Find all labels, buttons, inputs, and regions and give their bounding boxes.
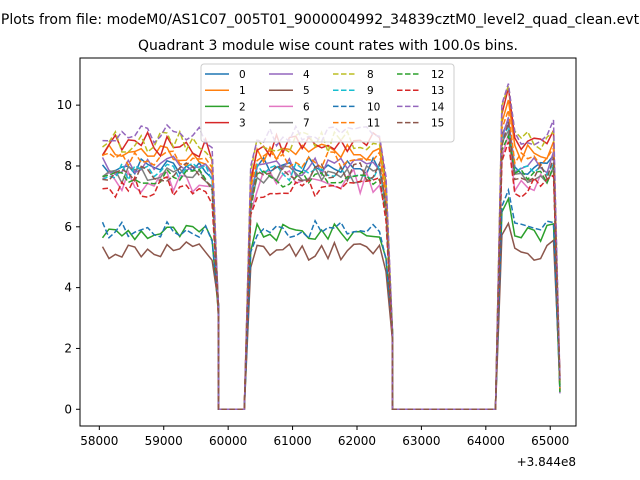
y-tick-label: 2 [64,341,72,355]
chart-title: Quadrant 3 module wise count rates with … [138,38,518,54]
legend-label-7: 7 [303,118,310,130]
series-line-10 [101,187,561,411]
x-tick-label: 61000 [273,434,311,448]
legend-label-8: 8 [367,69,374,81]
legend-label-11: 11 [367,118,380,130]
y-tick-label: 0 [64,402,72,416]
legend-label-10: 10 [367,101,380,113]
legend-label-4: 4 [303,69,310,81]
legend-label-9: 9 [367,85,374,97]
legend-label-3: 3 [239,118,246,130]
legend-label-0: 0 [239,69,246,81]
series-line-13 [102,141,561,411]
legend-label-2: 2 [239,101,246,113]
x-tick-label: 62000 [338,434,376,448]
legend-label-14: 14 [431,101,445,113]
y-axis: 0 2 4 6 8 10 [57,98,80,416]
series-line-5 [101,221,561,411]
legend-label-5: 5 [303,85,310,97]
legend-label-6: 6 [303,101,310,113]
axes-frame [79,57,577,427]
legend-label-13: 13 [431,85,444,97]
x-tick-label: 60000 [209,434,247,448]
legend-label-12: 12 [431,69,444,81]
series-line-4 [101,117,561,411]
x-tick-label: 58000 [80,434,118,448]
series-line-7 [102,128,561,411]
legend-frame [200,63,455,143]
x-tick-label: 59000 [145,434,183,448]
x-axis-offset-label: +3.844e8 [517,455,576,469]
series-line-1 [101,99,561,411]
series-line-9 [102,123,561,411]
series-line-0 [101,116,561,411]
x-tick-label: 63000 [402,434,440,448]
x-axis: 58000 59000 60000 61000 62000 63000 64000 65000 [80,426,569,448]
x-tick-label: 64000 [467,434,505,448]
y-tick-label: 4 [64,281,72,295]
series-line-15 [102,122,561,411]
series-line-6 [101,134,561,411]
x-tick-label: 65000 [531,434,569,448]
legend-label-1: 1 [239,85,246,97]
y-tick-label: 6 [64,220,72,234]
y-tick-label: 8 [64,159,72,173]
figure-suptitle: Plots from file: modeM0/AS1C07_005T01_90… [1,12,640,28]
y-tick-label: 10 [57,98,72,112]
legend-label-15: 15 [431,118,444,130]
series-line-2 [101,196,561,411]
